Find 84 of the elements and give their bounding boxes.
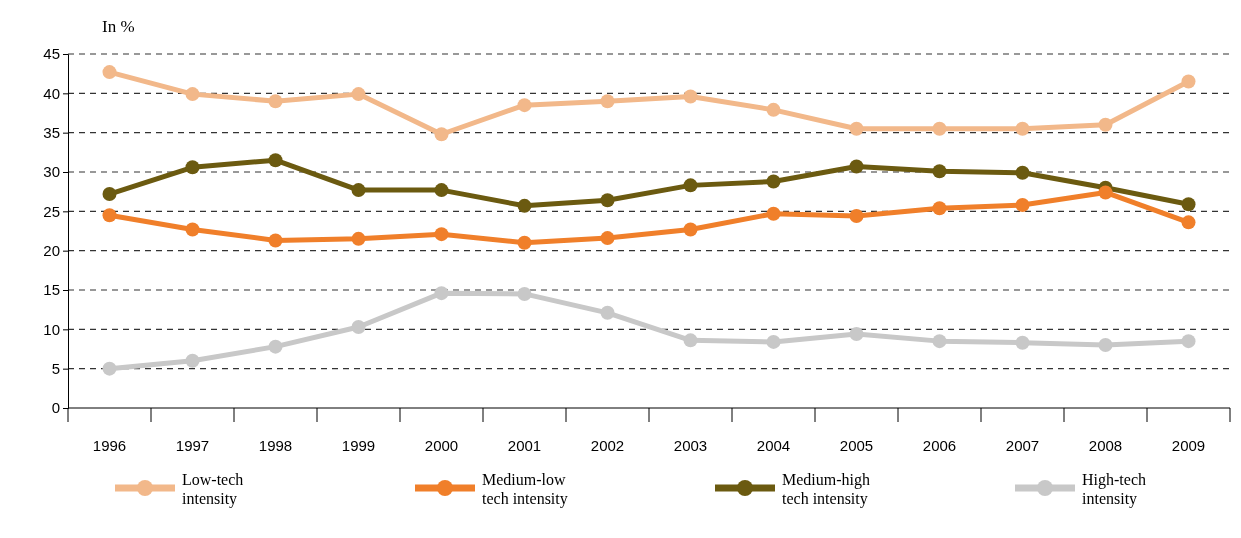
point (351, 183, 366, 198)
x-tick-label: 1996 (92, 437, 127, 454)
point (185, 160, 200, 175)
x-tick-label: 2000 (424, 437, 459, 454)
x-tick-label: 2009 (1171, 437, 1206, 454)
point (932, 201, 947, 216)
point (185, 222, 200, 237)
y-tick-label: 25 (43, 202, 60, 220)
x-tick-label: 2004 (756, 437, 791, 454)
legend-label: Low-tech intensity (182, 471, 244, 508)
point (517, 286, 532, 301)
point (766, 334, 781, 349)
point (351, 231, 366, 246)
point (849, 121, 864, 136)
legend-label: Medium-low tech intensity (482, 471, 568, 508)
y-tick-label: 15 (43, 281, 60, 299)
point (1181, 74, 1196, 89)
point (683, 178, 698, 193)
point (102, 208, 117, 223)
point (268, 94, 283, 109)
x-tick-label: 2007 (1005, 437, 1040, 454)
point (434, 183, 449, 198)
point (102, 361, 117, 376)
point (434, 286, 449, 301)
point (1098, 338, 1113, 353)
point (683, 222, 698, 237)
legend-label: High-tech intensity (1082, 471, 1146, 508)
point (849, 209, 864, 224)
x-tick-label: 1998 (258, 437, 293, 454)
y-tick-label: 20 (43, 241, 60, 259)
point (517, 98, 532, 113)
x-tick-label: 2002 (590, 437, 625, 454)
point (600, 94, 615, 109)
y-tick-label: 10 (43, 320, 60, 338)
point (932, 334, 947, 349)
point (932, 121, 947, 136)
point (1098, 185, 1113, 200)
point (683, 333, 698, 348)
point (766, 102, 781, 117)
point (600, 193, 615, 208)
x-tick-label: 2003 (673, 437, 708, 454)
point (102, 187, 117, 202)
point (185, 87, 200, 102)
point (1181, 334, 1196, 349)
point (517, 198, 532, 213)
x-tick-label: 2008 (1088, 437, 1123, 454)
point (517, 235, 532, 250)
point (766, 174, 781, 189)
point (434, 227, 449, 242)
point (600, 305, 615, 320)
point (766, 206, 781, 221)
x-tick-label: 1997 (175, 437, 210, 454)
y-tick-label: 5 (51, 359, 60, 377)
y-tick-label: 0 (51, 399, 60, 417)
point (849, 327, 864, 342)
y-tick-label: 30 (43, 163, 60, 181)
y-tick-label: 35 (43, 123, 60, 141)
point (1181, 215, 1196, 230)
point (1098, 117, 1113, 132)
point (1015, 198, 1030, 213)
point (1015, 121, 1030, 136)
point (102, 65, 117, 80)
legend-label: Medium-high tech intensity (782, 471, 870, 508)
point (849, 159, 864, 174)
y-axis-title: In % (102, 17, 135, 36)
y-tick-label: 45 (43, 45, 60, 63)
x-tick-label: 2006 (922, 437, 957, 454)
point (185, 353, 200, 368)
point (268, 233, 283, 248)
x-tick-label: 1999 (341, 437, 376, 454)
point (683, 89, 698, 104)
point (268, 153, 283, 168)
x-tick-label: 2005 (839, 437, 874, 454)
point (1181, 197, 1196, 212)
point (434, 127, 449, 142)
y-tick-label: 40 (43, 84, 60, 102)
point (932, 164, 947, 179)
point (1015, 335, 1030, 350)
point (268, 339, 283, 354)
point (600, 231, 615, 246)
point (351, 87, 366, 102)
point (351, 319, 366, 334)
point (1015, 165, 1030, 180)
x-tick-label: 2001 (507, 437, 542, 454)
